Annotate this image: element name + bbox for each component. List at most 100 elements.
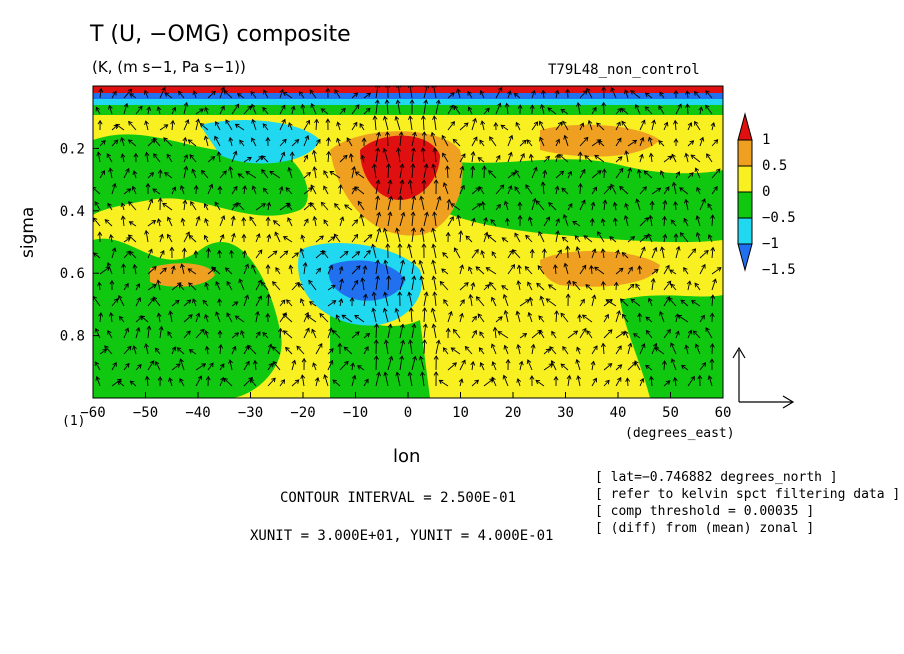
wind-vector bbox=[171, 363, 181, 371]
wind-vector-head bbox=[670, 283, 676, 289]
wind-vector-head bbox=[247, 344, 252, 350]
wind-vector-head bbox=[228, 136, 234, 142]
wind-vector-head bbox=[589, 217, 595, 223]
wind-vector-head bbox=[144, 151, 150, 157]
wind-vector-head bbox=[411, 195, 417, 201]
wind-vector bbox=[231, 346, 236, 355]
wind-vector-head bbox=[704, 249, 709, 255]
wind-vector bbox=[239, 278, 245, 291]
wind-vector-head bbox=[592, 106, 597, 112]
wind-vector-head bbox=[522, 139, 527, 145]
wind-vector bbox=[372, 244, 377, 259]
wind-vector-head bbox=[489, 136, 494, 141]
wind-vector-head bbox=[491, 376, 496, 382]
wind-vector-head bbox=[479, 89, 485, 95]
wind-vector-head bbox=[185, 231, 190, 237]
wind-vector bbox=[207, 184, 213, 195]
wind-vector-head bbox=[701, 198, 706, 204]
wind-vector-head bbox=[695, 231, 701, 237]
wind-vector bbox=[176, 347, 185, 355]
wind-vector-head bbox=[217, 298, 223, 303]
field-green-region bbox=[440, 159, 723, 243]
wind-vector-head bbox=[385, 131, 390, 136]
wind-vector-head bbox=[619, 185, 624, 191]
wind-vector bbox=[195, 119, 199, 131]
wind-vector-head bbox=[209, 362, 214, 368]
wind-vector bbox=[332, 330, 341, 339]
wind-vector-head bbox=[540, 181, 546, 187]
wind-vector-head bbox=[472, 329, 477, 335]
wind-vector-head bbox=[255, 233, 261, 239]
wind-vector-head bbox=[709, 343, 715, 348]
wind-vector-head bbox=[418, 355, 424, 361]
wind-vector bbox=[680, 232, 689, 243]
wind-vector bbox=[711, 295, 714, 307]
wind-vector bbox=[439, 281, 449, 291]
wind-vector bbox=[639, 120, 646, 131]
wind-vector bbox=[409, 180, 413, 195]
wind-vector-head bbox=[411, 227, 416, 232]
wind-vector bbox=[351, 92, 358, 99]
wind-vector-head bbox=[111, 247, 117, 253]
wind-vector bbox=[567, 171, 572, 179]
wind-vector-head bbox=[472, 117, 477, 123]
wind-vector bbox=[615, 156, 623, 163]
wind-vector-head bbox=[171, 186, 177, 192]
wind-vector-head bbox=[515, 310, 521, 316]
colorbar: 10.50−0.5−1−1.5 bbox=[737, 112, 796, 278]
wind-vector bbox=[387, 275, 390, 291]
wind-vector-head bbox=[156, 279, 161, 285]
wind-vector-head bbox=[343, 250, 349, 256]
wind-vector bbox=[99, 88, 102, 99]
wind-vector bbox=[500, 124, 509, 131]
wind-vector bbox=[375, 100, 379, 115]
wind-vector bbox=[383, 228, 389, 243]
wind-vector bbox=[135, 297, 141, 307]
wind-vector bbox=[135, 106, 143, 115]
wind-vector bbox=[577, 102, 581, 115]
wind-vector bbox=[354, 186, 365, 195]
wind-vector-head bbox=[336, 137, 341, 143]
wind-vector bbox=[147, 284, 157, 291]
wind-vector-head bbox=[472, 315, 477, 321]
wind-vector-head bbox=[621, 252, 627, 257]
wind-vector bbox=[423, 86, 428, 99]
wind-vector-head bbox=[387, 323, 393, 329]
wind-vector bbox=[478, 186, 485, 195]
wind-vector bbox=[579, 200, 586, 211]
wind-vector-head bbox=[423, 163, 429, 169]
wind-vector-head bbox=[581, 199, 586, 205]
wind-vector bbox=[147, 360, 155, 371]
wind-vector bbox=[218, 250, 221, 259]
wind-vector bbox=[432, 324, 437, 339]
wind-vector-head bbox=[659, 311, 664, 316]
wind-vector-head bbox=[146, 325, 152, 331]
wind-vector-head bbox=[286, 203, 292, 208]
wind-vector-head bbox=[538, 231, 543, 236]
wind-vector-head bbox=[408, 339, 413, 344]
wind-vector bbox=[219, 215, 225, 227]
wind-vector bbox=[579, 183, 582, 195]
wind-vector-head bbox=[453, 247, 459, 253]
wind-vector bbox=[339, 361, 349, 371]
wind-vector bbox=[630, 90, 641, 99]
wind-vector bbox=[299, 91, 305, 99]
wind-vector bbox=[567, 375, 571, 387]
wind-vector bbox=[643, 170, 653, 179]
wind-vector-head bbox=[294, 252, 299, 257]
wind-vector-head bbox=[240, 329, 245, 335]
wind-vector-head bbox=[245, 360, 250, 366]
wind-vector bbox=[291, 360, 296, 371]
wind-vector-head bbox=[533, 121, 539, 127]
wind-vector bbox=[576, 246, 581, 259]
wind-vector bbox=[315, 119, 318, 131]
wind-vector bbox=[683, 267, 689, 275]
wind-vector bbox=[454, 247, 461, 259]
wind-vector-head bbox=[647, 297, 653, 303]
colorbar-tick-label: 0.5 bbox=[762, 158, 787, 174]
wind-vector bbox=[249, 378, 257, 387]
wind-vector bbox=[630, 298, 641, 307]
wind-vector bbox=[507, 152, 512, 163]
wind-vector bbox=[687, 172, 694, 179]
wind-vector-head bbox=[698, 106, 704, 112]
